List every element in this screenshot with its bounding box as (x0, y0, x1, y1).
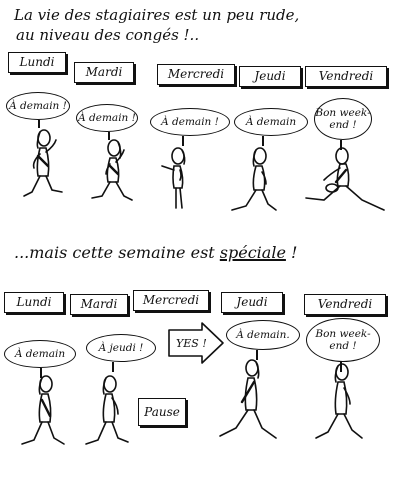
week2-speech-bubble: Bon week- end ! (306, 318, 380, 362)
week2-day-label: Jeudi (221, 292, 283, 313)
walking-figure (91, 139, 133, 201)
week2-day-label: Lundi (4, 292, 64, 313)
caption-middle-emphasis: spéciale (219, 243, 286, 262)
week2-speech-bubble: À demain. (226, 320, 300, 350)
bubble-tail (38, 120, 40, 128)
week2-day-label: Mercredi (133, 290, 209, 311)
walking-figure (315, 363, 363, 439)
bubble-tail (182, 136, 184, 146)
week2-day-label: Mardi (70, 294, 128, 315)
yes-arrow-text: YES ! (176, 337, 207, 350)
caption-middle: ...mais cette semaine est spéciale ! (14, 244, 297, 262)
pause-sign: Pause (138, 398, 186, 426)
bubble-tail (112, 362, 114, 372)
walking-figure (219, 359, 277, 439)
week2-day-label: Vendredi (304, 294, 386, 315)
bubble-tail (108, 132, 110, 140)
caption-top-line-1: La vie des stagiaires est un peu rude, (14, 6, 300, 24)
walking-figure (85, 375, 129, 445)
week2-speech-bubble: À jeudi ! (86, 334, 156, 362)
walking-figure (23, 129, 63, 197)
bubble-tail (256, 350, 258, 360)
week1-day-label: Mardi (74, 62, 134, 83)
bubble-tail (262, 136, 264, 146)
bubble-tail (340, 140, 342, 150)
week1-day-label: Vendredi (305, 66, 387, 87)
bubble-tail (340, 362, 342, 372)
caption-middle-after: ! (285, 243, 298, 262)
running-figure (305, 147, 385, 211)
walking-figure (21, 375, 65, 445)
week1-day-label: Jeudi (239, 66, 301, 87)
week1-day-label: Mercredi (157, 64, 235, 85)
week1-speech-bubble: À demain (234, 108, 308, 136)
week2-speech-bubble: À demain (4, 340, 76, 368)
week1-speech-bubble: À demain ! (76, 104, 138, 132)
bubble-tail (40, 368, 42, 378)
week1-speech-bubble: Bon week- end ! (314, 98, 372, 140)
week1-day-label: Lundi (8, 52, 66, 73)
standing-figure (161, 147, 186, 209)
walking-figure (231, 147, 277, 211)
week1-speech-bubble: À demain ! (150, 108, 230, 136)
caption-top-line-2: au niveau des congés !.. (16, 26, 200, 44)
week1-speech-bubble: À demain ! (6, 92, 70, 120)
yes-arrow-shape (168, 322, 224, 364)
caption-middle-before: ...mais cette semaine est (14, 243, 220, 262)
